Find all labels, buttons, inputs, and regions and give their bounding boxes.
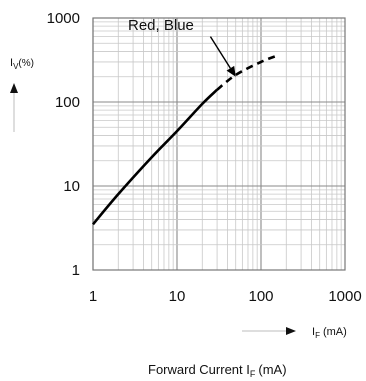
- annotation-label: Red, Blue: [128, 17, 194, 34]
- x-tick-label: 100: [248, 288, 273, 305]
- x-axis-arrowhead: [286, 327, 296, 335]
- series-line-solid: [92, 88, 218, 226]
- y-axis-label-sub: V: [13, 62, 19, 71]
- x-axis-label-sub: F: [250, 369, 256, 379]
- y-tick-label: 1000: [47, 10, 80, 27]
- y-axis-label-main: I: [10, 57, 13, 69]
- x-tick-label: 1000: [328, 288, 361, 305]
- series-group: [92, 54, 279, 226]
- y-tick-label: 1: [72, 262, 80, 279]
- y-tick-label: 10: [63, 178, 80, 195]
- x-axis-caption: IF (mA): [312, 326, 347, 340]
- x-axis-label-unit: (mA): [258, 362, 286, 377]
- chart-grid: [92, 17, 346, 271]
- y-axis-label: IV(%): [10, 57, 34, 71]
- tick-labels: 1 10 100 1000 1 10 100 1000: [47, 10, 362, 305]
- annotation-arrowhead: [226, 65, 236, 77]
- annotation-arrow: [209, 36, 231, 69]
- x-axis-label-main: Forward Current I: [148, 362, 250, 377]
- x-axis-label: Forward Current IF (mA): [148, 362, 287, 379]
- x-axis-caption-main: I: [312, 326, 315, 338]
- series-line-dashed: [216, 54, 279, 91]
- plot-frame: [92, 17, 346, 271]
- x-axis-caption-unit: (mA): [323, 326, 347, 338]
- y-tick-label: 100: [55, 94, 80, 111]
- y-axis-label-unit: (%): [18, 58, 34, 69]
- x-tick-label: 1: [89, 288, 97, 305]
- y-axis-arrowhead: [10, 83, 18, 93]
- x-axis-caption-sub: F: [315, 331, 320, 340]
- x-tick-label: 10: [169, 288, 186, 305]
